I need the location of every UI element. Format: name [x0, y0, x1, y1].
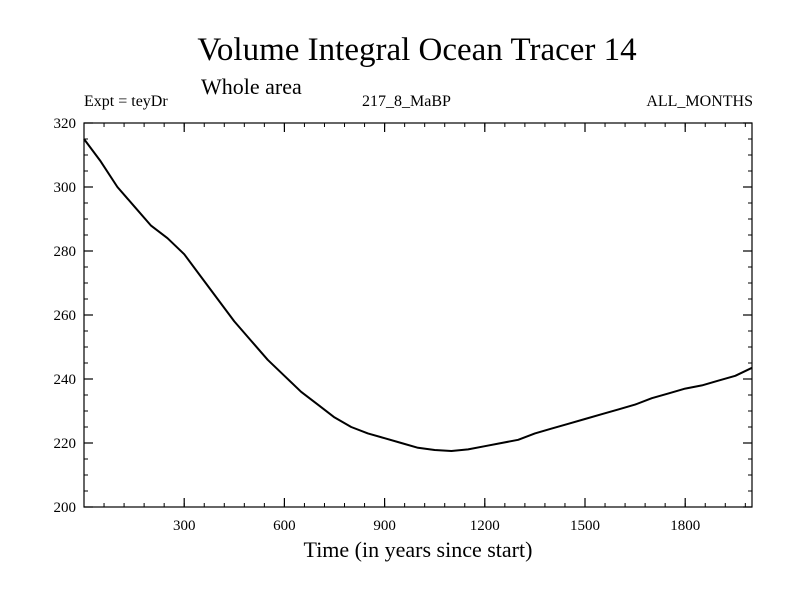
y-tick-label: 200: [54, 500, 77, 516]
x-tick-label: 1500: [570, 518, 600, 534]
months-label: ALL_MONTHS: [646, 93, 753, 110]
x-tick-label: 1800: [670, 518, 700, 534]
y-axis: 200 220 240 260 280 300 320: [54, 116, 752, 516]
y-tick-label: 300: [54, 180, 77, 196]
experiment-label: Expt = teyDr: [84, 93, 168, 110]
minor-ticks: [84, 123, 752, 507]
chart-subtitle: Whole area: [201, 74, 302, 99]
plot-area-frame: [83, 122, 753, 508]
y-tick-label: 260: [54, 308, 77, 324]
period-label: 217_8_MaBP: [362, 93, 451, 110]
y-tick-label: 220: [54, 436, 77, 452]
x-axis: 300 600 900 1200 1500 1800: [173, 123, 700, 534]
x-tick-label: 1200: [470, 518, 500, 534]
chart-title: Volume Integral Ocean Tracer 14: [197, 32, 636, 68]
y-tick-label: 320: [54, 116, 77, 132]
y-tick-label: 240: [54, 372, 77, 388]
series-line: [83, 138, 753, 452]
y-tick-label: 280: [54, 244, 77, 260]
x-tick-label: 900: [373, 518, 396, 534]
x-axis-label: Time (in years since start): [304, 537, 533, 562]
series-layer: [83, 138, 753, 452]
x-tick-label: 600: [273, 518, 296, 534]
x-tick-label: 300: [173, 518, 196, 534]
